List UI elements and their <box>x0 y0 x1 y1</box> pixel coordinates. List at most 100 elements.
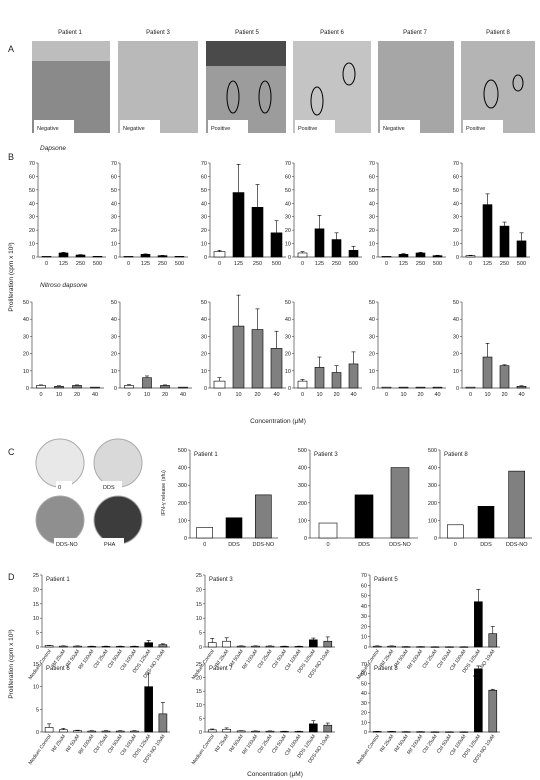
y-tick-label: 30 <box>453 215 459 221</box>
y-tick-label: 20 <box>285 352 291 358</box>
x-tick-label: 250 <box>416 261 425 267</box>
y-tick-label: 70 <box>361 662 367 668</box>
y-tick-label: 40 <box>111 201 117 207</box>
chart-b12: 0 10 20 30 40 50 0 10 20 40 <box>453 300 530 398</box>
x-tick-label: Medium Control <box>28 734 53 766</box>
y-tick-label: 20 <box>201 228 207 234</box>
bar <box>447 524 464 539</box>
bar <box>477 506 495 539</box>
y-tick-label: 60 <box>285 174 291 180</box>
y-tick-label: 20 <box>285 228 291 234</box>
panel-letter-b: B <box>8 152 14 162</box>
chart-b9: 0 10 20 30 40 50 0 10 20 40 <box>201 294 286 398</box>
y-tick-label: 70 <box>201 161 207 167</box>
x-tick-label: 20 <box>254 392 260 398</box>
bar <box>415 252 426 258</box>
y-tick-label: 30 <box>29 215 35 221</box>
y-tick-label: 30 <box>361 614 367 620</box>
x-tick-label: 500 <box>272 261 281 267</box>
bar <box>381 386 392 389</box>
section-dapsone: Dapsone <box>40 145 66 152</box>
x-tick-label: 500 <box>349 261 358 267</box>
bar <box>465 386 476 389</box>
x-tick-label: 40 <box>434 392 440 398</box>
y-tick-label: 20 <box>111 228 117 234</box>
bar <box>390 467 410 539</box>
y-tick-label: 20 <box>196 587 202 593</box>
y-tick-label: 0 <box>36 645 39 651</box>
y-tick-label: 30 <box>111 215 117 221</box>
elispot-well-0 <box>35 438 85 488</box>
y-tick-label: 70 <box>29 161 35 167</box>
y-tick-label: 100 <box>298 518 307 524</box>
y-tick-label: 0 <box>364 645 367 651</box>
x-tick-label: 125 <box>399 261 408 267</box>
patient-label-8: Patient 8 <box>486 30 510 36</box>
chart-title: Patient 3 <box>209 577 233 583</box>
chart-title: Patient 1 <box>46 577 70 583</box>
bar <box>44 645 54 648</box>
x-tick-label: 20 <box>74 392 80 398</box>
y-tick-label: 10 <box>111 242 117 248</box>
panel-b-xlabel: Concentration (μM) <box>250 418 306 425</box>
y-tick-label: 30 <box>369 215 375 221</box>
y-tick-label: 60 <box>111 174 117 180</box>
y-tick-label: 10 <box>453 242 459 248</box>
y-tick-label: 10 <box>201 242 207 248</box>
y-tick-label: 20 <box>196 676 202 682</box>
x-tick-label: 500 <box>93 261 102 267</box>
y-tick-label: 20 <box>369 228 375 234</box>
chart-b3: 0 10 20 30 40 50 60 70 0 125 250 500 <box>201 161 286 267</box>
chart-b6: 0 10 20 30 40 50 60 70 0 125 250 500 <box>453 161 530 267</box>
bar <box>482 204 493 258</box>
x-tick-label: 40 <box>180 392 186 398</box>
y-tick-label: 0 <box>114 255 117 261</box>
y-tick-label: 400 <box>178 466 187 472</box>
y-tick-label: 200 <box>428 501 437 507</box>
bar <box>174 256 185 258</box>
x-tick-label: 10 <box>400 392 406 398</box>
bar <box>499 225 510 258</box>
patch-test-ring <box>258 80 272 114</box>
x-tick-label: 250 <box>253 261 262 267</box>
x-tick-label: 0 <box>45 261 48 267</box>
x-tick-label: 0 <box>127 261 130 267</box>
y-tick-label: 400 <box>428 466 437 472</box>
elispot-well-pha <box>93 495 143 545</box>
y-tick-label: 10 <box>23 369 29 375</box>
y-tick-label: 30 <box>201 334 207 340</box>
bar <box>516 240 527 258</box>
x-tick-label: DDS-NO <box>389 542 411 548</box>
panel-c-wells: 0 DDS DDS-NO PHA <box>35 438 143 549</box>
x-tick-label: 0 <box>301 261 304 267</box>
panel-b-ylabel: Proliferation (cpm x 10³) <box>8 242 15 311</box>
y-tick-label: 300 <box>428 483 437 489</box>
patch-result-5: Positive <box>211 126 230 132</box>
y-tick-label: 0 <box>184 536 187 542</box>
bar <box>222 728 231 733</box>
skin-photo-patient-3 <box>118 41 198 133</box>
bar <box>488 633 498 648</box>
patch-result-6: Positive <box>298 126 317 132</box>
bar <box>251 730 260 733</box>
bar <box>297 380 308 389</box>
x-tick-label: 10 <box>484 392 490 398</box>
patch-test-ring <box>226 80 240 114</box>
x-tick-label: DDS <box>480 542 492 548</box>
skin-photo-patient-7 <box>378 41 454 133</box>
bar <box>323 724 333 733</box>
y-tick-label: 20 <box>111 352 117 358</box>
x-tick-label: 10 <box>144 392 150 398</box>
x-tick-label: 125 <box>59 261 68 267</box>
bar <box>157 255 168 258</box>
chart-title: Patient 8 <box>374 666 398 672</box>
bar <box>251 329 264 389</box>
bar <box>144 686 153 733</box>
bar <box>255 494 272 539</box>
y-tick-label: 20 <box>369 352 375 358</box>
y-tick-label: 500 <box>178 448 187 454</box>
elispot-well-dds <box>93 438 143 488</box>
bar <box>499 365 510 389</box>
chart-c2: 0 100 200 300 400 500 Patient 3 0 DDS DDS-NO <box>298 448 418 548</box>
x-tick-label: 20 <box>333 392 339 398</box>
